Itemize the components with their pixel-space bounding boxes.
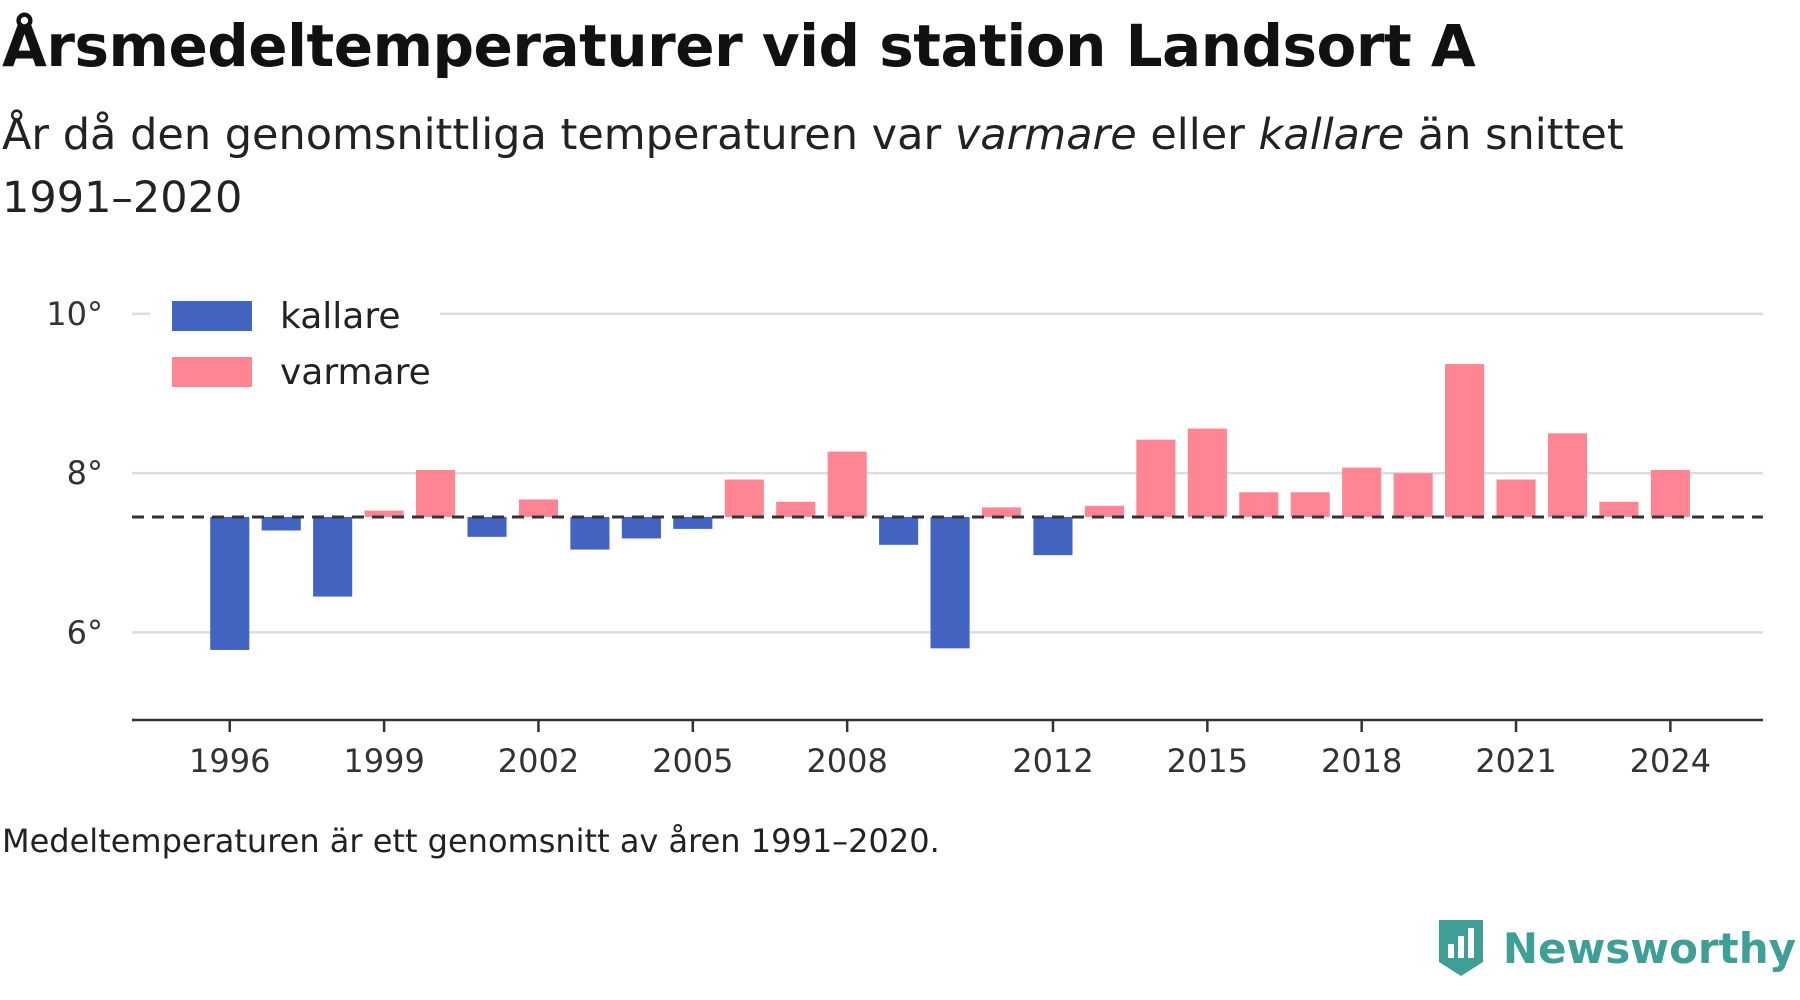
bar-2016 (1239, 492, 1279, 517)
bar-2023 (1599, 501, 1639, 517)
x-tick-label: 2024 (1630, 742, 1711, 780)
newsworthy-logo-icon (1438, 920, 1483, 976)
bar-2002 (518, 499, 559, 517)
bar-2000 (416, 469, 456, 517)
bar-2004 (621, 516, 661, 539)
chart-title: Årsmedeltemperaturer vid station Landsor… (2, 12, 1476, 80)
x-tick-label: 2015 (1167, 742, 1248, 780)
subtitle-warmer-word: varmare (954, 110, 1137, 160)
bar-2024 (1650, 469, 1690, 517)
y-tick-label: 10° (46, 295, 103, 333)
bar-2007 (776, 501, 816, 517)
subtitle-text-3: än snittet 1991–2020 (2, 110, 1624, 223)
legend-swatch-kallare (172, 301, 252, 331)
brand-logo: Newsworthy (1435, 918, 1796, 978)
bar-2017 (1290, 492, 1330, 517)
bar-2011 (981, 507, 1022, 517)
bar-1998 (313, 516, 353, 597)
bar-2005 (673, 516, 713, 529)
y-tick-label: 6° (67, 613, 103, 651)
bar-2003 (570, 516, 610, 550)
legend-label-kallare: kallare (280, 296, 401, 337)
x-tick-label: 2018 (1321, 742, 1402, 780)
bar-2008 (827, 451, 867, 517)
legend-swatch-varmare (172, 357, 252, 387)
bar-chart: 6° 8° 10° 1996 1999 2002 2005 2008 2012 2015 2018 2… (46, 288, 1763, 780)
footnote: Medeltemperaturen är ett genomsnitt av å… (2, 822, 940, 860)
x-tick-label: 2012 (1012, 742, 1093, 780)
bar-2001 (467, 516, 507, 537)
bar-2015 (1187, 428, 1227, 517)
x-tick-label: 2008 (806, 742, 887, 780)
bar-2014 (1136, 439, 1176, 517)
x-tick-label: 2002 (498, 742, 579, 780)
bar-1996 (210, 516, 250, 650)
bar-2010 (930, 516, 970, 649)
x-tick-label: 2021 (1475, 742, 1556, 780)
y-tick-label: 8° (67, 454, 103, 492)
x-tick-label: 1999 (343, 742, 424, 780)
legend-label-varmare: varmare (280, 352, 431, 393)
chart-subtitle: År då den genomsnittliga temperaturen va… (2, 104, 1702, 230)
bar-2018 (1342, 467, 1382, 517)
brand-name: Newsworthy (1502, 923, 1796, 973)
subtitle-text-1: År då den genomsnittliga temperaturen va… (2, 110, 955, 160)
bar-2020 (1445, 364, 1485, 517)
subtitle-colder-word: kallare (1258, 110, 1405, 160)
bar-1997 (261, 516, 301, 531)
bar-2012 (1033, 516, 1073, 556)
bar-2019 (1393, 473, 1433, 517)
bar-1999 (364, 510, 404, 517)
x-tick-label: 1996 (189, 742, 270, 780)
x-tick-label: 2005 (652, 742, 733, 780)
bar-2009 (879, 516, 919, 545)
bar-2022 (1547, 433, 1588, 517)
bar-2013 (1084, 505, 1124, 517)
bar-2006 (724, 479, 764, 517)
bar-2021 (1496, 479, 1536, 517)
subtitle-text-2: eller (1136, 110, 1259, 160)
